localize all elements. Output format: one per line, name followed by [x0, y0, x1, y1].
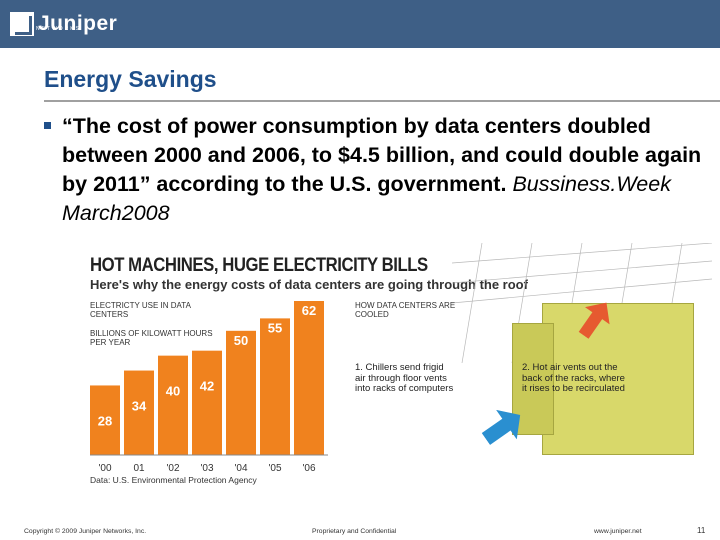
slide-title: Energy Savings	[44, 66, 217, 92]
x-tick-label: '03	[200, 463, 213, 474]
logo-subtext: NETWORKS	[36, 26, 81, 32]
bar-value-label: 28	[98, 413, 112, 428]
bar-00	[90, 385, 120, 455]
page-number: 11	[697, 526, 706, 535]
figure-source: Data: U.S. Environmental Protection Agen…	[90, 475, 257, 485]
x-tick-label: '06	[302, 463, 315, 474]
bar-value-label: 40	[166, 384, 180, 399]
juniper-logo-icon	[10, 12, 34, 36]
footer-website[interactable]: www.juniper.net	[594, 528, 642, 535]
legend-cooling: HOW DATA CENTERS ARE COOLED	[355, 301, 456, 319]
juniper-logo[interactable]: Juniper	[10, 8, 117, 40]
legend-units: BILLIONS OF KILOWATT HOURS PER YEAR	[90, 329, 213, 347]
logo-text: Juniper	[38, 12, 118, 35]
bar-06	[294, 301, 324, 455]
bar-value-label: 42	[200, 379, 214, 394]
title-divider	[44, 100, 720, 102]
x-tick-label: '05	[268, 463, 281, 474]
energy-bar-chart: 28 '00 34 01 40 '02 42 '03 50 '04 55 '05 62 '06	[90, 301, 328, 474]
figure-title: HOT MACHINES, HUGE ELECTRICITY BILLS	[90, 255, 428, 276]
callout-hot-air: 2. Hot air vents out the back of the rac…	[522, 362, 625, 394]
bar-02	[158, 355, 188, 455]
x-tick-label: 01	[133, 463, 145, 474]
bar-01	[124, 370, 154, 455]
footer-copyright: Copyright © 2009 Juniper Networks, Inc.	[24, 528, 147, 535]
bar-value-label: 50	[234, 333, 248, 348]
x-tick-label: '04	[234, 463, 247, 474]
bar-value-label: 34	[132, 399, 147, 414]
x-tick-label: '00	[98, 463, 111, 474]
bar-05	[260, 318, 290, 455]
quote-paragraph: “The cost of power consumption by data c…	[62, 112, 702, 228]
callout-chillers: 1. Chillers send frigid air through floo…	[355, 362, 454, 394]
quote-source: Bussiness.Week March2008	[62, 172, 671, 225]
quote-text: “The cost of power consumption by data c…	[62, 114, 702, 196]
x-tick-label: '02	[166, 463, 179, 474]
server-rack	[542, 303, 694, 455]
bar-value-label: 62	[302, 303, 316, 318]
infographic: HOT MACHINES, HUGE ELECTRICITY BILLS Her…	[72, 243, 712, 495]
bar-04	[226, 330, 256, 455]
bar-value-label: 55	[268, 320, 282, 335]
legend-usage: ELECTRICTY USE IN DATA CENTERS	[90, 301, 191, 319]
bar-03	[192, 350, 222, 455]
figure-subtitle: Here's why the energy costs of data cent…	[90, 277, 528, 292]
footer-confidential: Proprietary and Confidential	[312, 528, 397, 535]
header-bar: Juniper NETWORKS	[0, 0, 720, 48]
bullet-icon	[44, 122, 51, 129]
